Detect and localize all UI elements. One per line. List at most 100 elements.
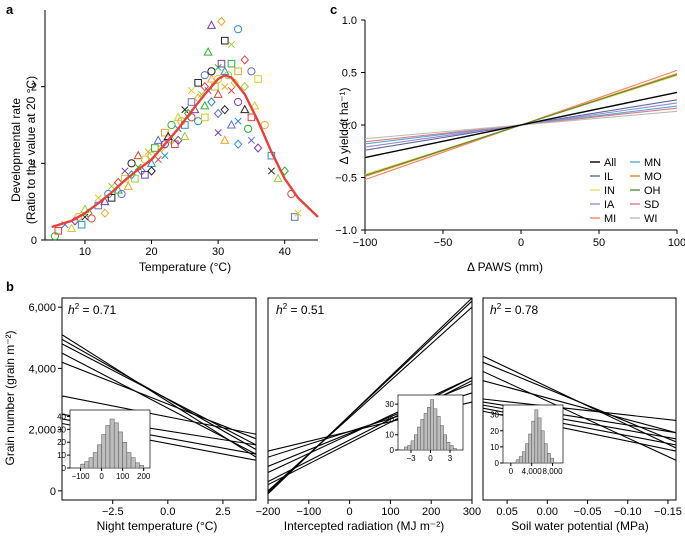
panel-a-point bbox=[247, 136, 255, 144]
panel-a-point bbox=[141, 171, 149, 179]
panel-b3-hist-bar bbox=[547, 453, 551, 464]
h2-value: = 0.78 bbox=[501, 303, 538, 317]
panel-a-point bbox=[201, 113, 209, 122]
panel-b3-regression-line bbox=[483, 361, 676, 443]
panel-b1-hist-x-tick-label: 0 bbox=[99, 472, 104, 481]
panel-b1-hist-bar bbox=[101, 434, 107, 469]
panel-c-y-tick-label: 0.5 bbox=[342, 68, 357, 80]
panel-a-point bbox=[144, 148, 152, 156]
panel-b1-hist-bar bbox=[80, 463, 85, 469]
panel-b1-hist-bar bbox=[122, 441, 128, 469]
panel-b2-hist-x-tick-label: 0 bbox=[428, 454, 433, 463]
panel-b2-hist-bar bbox=[453, 448, 457, 451]
panel-b1-hist-bar bbox=[130, 457, 136, 469]
panel-b2-hist-bar bbox=[427, 406, 431, 451]
panel-b3-chart: 0.05 0.00 −0.05 −0.10 −0.15 h2 = 0.78 0 4,000 8,… bbox=[482, 297, 682, 518]
panel-c-xlabel: Δ PAWS (mm) bbox=[467, 260, 543, 274]
panel-a-point bbox=[203, 47, 213, 56]
panel-a-point bbox=[230, 78, 240, 88]
panel-c-y-tick-label: −1.0 bbox=[335, 225, 357, 237]
panel-b1-hist-x-tick-label: 200 bbox=[137, 472, 151, 481]
panel-b1-hist-bar bbox=[97, 444, 102, 469]
panel-b1-hist-bar bbox=[139, 465, 144, 469]
panel-c-y-tick-label: 0.0 bbox=[342, 120, 357, 132]
panel-a-point bbox=[227, 59, 236, 68]
panel-a-point bbox=[181, 106, 189, 114]
panel-b2-hist-bar bbox=[410, 440, 415, 451]
panel-b2-hist-x-tick-label: 3 bbox=[448, 454, 453, 463]
panel-b2-hist-y-tick-label: 20 bbox=[385, 415, 394, 424]
panel-a-point bbox=[160, 140, 169, 149]
panel-b1-y-tick-label: 4,000 bbox=[28, 363, 56, 375]
panel-b1-hist-x-tick-label: 100 bbox=[116, 472, 130, 481]
panel-a-point bbox=[213, 108, 223, 119]
panel-c-y-tick-label: −0.5 bbox=[335, 173, 357, 185]
panel-b3-hist-bar bbox=[543, 443, 548, 464]
panel-a-point bbox=[214, 63, 222, 72]
panel-b1-frame bbox=[61, 297, 257, 501]
h2-value: = 0.51 bbox=[287, 303, 324, 317]
panel-b2-hist-y-tick-label: 0 bbox=[390, 446, 395, 455]
panel-a-point bbox=[173, 135, 183, 146]
panel-b1-chart: −2.5 0.0 2.5 0 2,000 4,000 6,000 h2 = 0.71 −100 0… bbox=[28, 297, 257, 518]
panel-a-point bbox=[108, 182, 116, 190]
panel-a-point bbox=[206, 73, 217, 83]
panel-b2-hist-bar bbox=[407, 445, 412, 451]
panel-a-point bbox=[153, 135, 163, 144]
panel-a-point bbox=[194, 117, 203, 126]
panel-b1-h2-label: h2 = 0.71 bbox=[68, 302, 116, 317]
panel-a-point bbox=[233, 25, 243, 34]
panel-b1-y-tick-label: 0 bbox=[50, 486, 56, 498]
panel-a-point bbox=[151, 144, 159, 152]
h2-superscript: 2 bbox=[75, 302, 80, 311]
legend-label-mo: MO bbox=[644, 171, 662, 183]
panel-a-point bbox=[171, 140, 179, 148]
panel-b1-hist-bar bbox=[109, 418, 115, 469]
panel-a-point bbox=[200, 100, 210, 110]
panel-a-point bbox=[234, 117, 242, 125]
panel-b1-x-tick-label: 0.0 bbox=[160, 506, 175, 518]
panel-b3-x-tick-label: −0.05 bbox=[574, 506, 602, 518]
panel-a-point bbox=[107, 194, 116, 202]
legend-label-oh: OH bbox=[644, 185, 661, 197]
panel-b1-hist-bar bbox=[135, 462, 140, 469]
panel-a-point bbox=[77, 220, 86, 229]
panel-a-point bbox=[240, 104, 250, 114]
panel-a-point bbox=[243, 124, 253, 133]
panel-a-point bbox=[217, 59, 226, 68]
panel-b1-hist-bar bbox=[88, 457, 94, 469]
panel-a-point bbox=[54, 227, 63, 235]
panel-b1-hist-y-tick-label: 40 bbox=[57, 412, 66, 421]
h2-symbol: h bbox=[68, 303, 75, 317]
panel-b1-hist-bar bbox=[84, 461, 90, 469]
panel-b3-hist-y-tick-label: 20 bbox=[490, 427, 499, 436]
panel-a-x-tick-label: 40 bbox=[279, 246, 291, 258]
panel-a-point bbox=[214, 74, 223, 84]
panel-b1-hist-bar bbox=[118, 431, 123, 469]
panel-b2-x-tick-label: 300 bbox=[463, 506, 481, 518]
panel-b1-hist-x-tick-label: −100 bbox=[72, 472, 91, 481]
panel-a-point bbox=[207, 67, 216, 76]
panel-a-point bbox=[200, 71, 209, 80]
panel-b3-hist-bar bbox=[518, 456, 523, 464]
panel-label-c: c bbox=[330, 2, 337, 17]
panel-b3-x-tick-label: −0.10 bbox=[614, 506, 642, 518]
panel-b1-x-tick-label: −2.5 bbox=[102, 506, 124, 518]
panel-a-xlabel: Temperature (°C) bbox=[139, 260, 231, 274]
legend-label-in: IN bbox=[604, 185, 615, 197]
panel-b2-frame bbox=[267, 297, 473, 501]
panel-b1-hist-y-tick-label: 30 bbox=[57, 425, 66, 434]
panel-a-y-tick-label: 0 bbox=[31, 235, 37, 247]
panel-b3-hist-x-tick-label: 4,000 bbox=[522, 467, 543, 476]
panel-a-point bbox=[234, 67, 242, 76]
panel-b1-regression-line bbox=[62, 395, 256, 435]
panel-a-point bbox=[200, 81, 210, 92]
panel-a-point bbox=[273, 173, 283, 183]
panel-c-x-tick-label: 100 bbox=[668, 237, 685, 249]
panel-c-ylabel: Δ yield (t ha⁻¹) bbox=[337, 87, 351, 164]
panel-a-point bbox=[167, 120, 176, 130]
panel-a-point bbox=[127, 159, 136, 168]
h2-value: = 0.71 bbox=[79, 303, 116, 317]
